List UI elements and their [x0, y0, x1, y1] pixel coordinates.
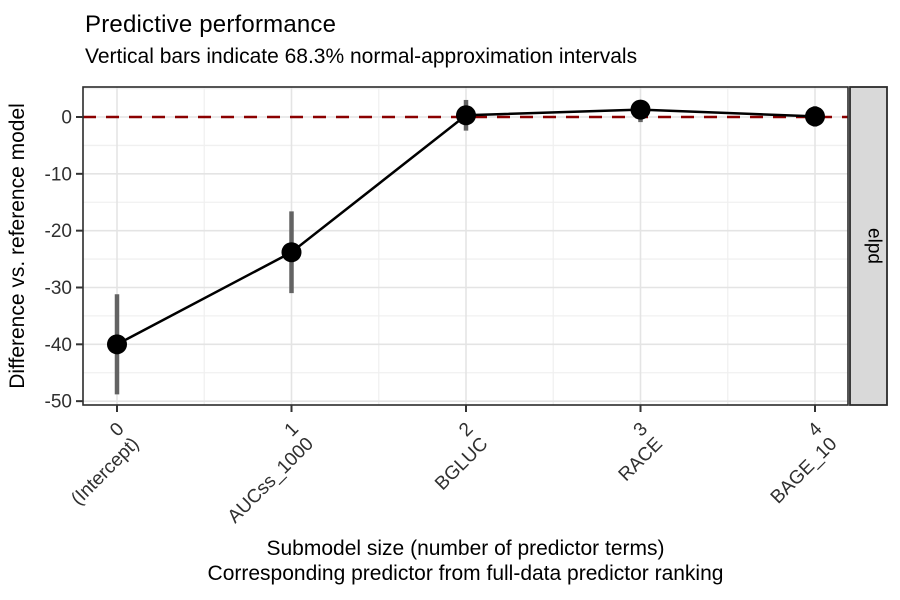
y-tick-label: -10	[45, 164, 72, 185]
y-tick-label: -30	[45, 278, 72, 299]
x-tick-label: 1AUCss_1000	[209, 419, 318, 528]
data-point	[107, 334, 127, 355]
x-tick-label: 4BAGE_10	[752, 418, 842, 508]
y-tick-label: -20	[45, 221, 72, 242]
data-point	[805, 106, 825, 127]
facet-strip	[849, 86, 888, 406]
data-point	[630, 99, 651, 120]
y-tick-label: 0	[61, 108, 72, 129]
facet-strip-label: elpd	[864, 228, 885, 264]
x-tick-label: 3RACE	[600, 419, 667, 486]
chart-title: Predictive performance	[85, 11, 337, 38]
data-point	[456, 105, 476, 126]
y-axis-title: Difference vs. reference model	[6, 103, 29, 389]
x-tick-label: 2BGLUC	[416, 419, 492, 495]
chart-subtitle: Vertical bars indicate 68.3% normal-appr…	[85, 45, 638, 68]
data-point	[281, 242, 302, 263]
y-tick-label: -40	[45, 335, 72, 356]
x-axis-title-line2: Corresponding predictor from full-data p…	[207, 562, 724, 585]
x-axis-title-line1: Submodel size (number of predictor terms…	[266, 537, 665, 560]
y-tick-label: -50	[45, 392, 72, 413]
x-tick-label: 0(Intercept)	[52, 419, 143, 510]
